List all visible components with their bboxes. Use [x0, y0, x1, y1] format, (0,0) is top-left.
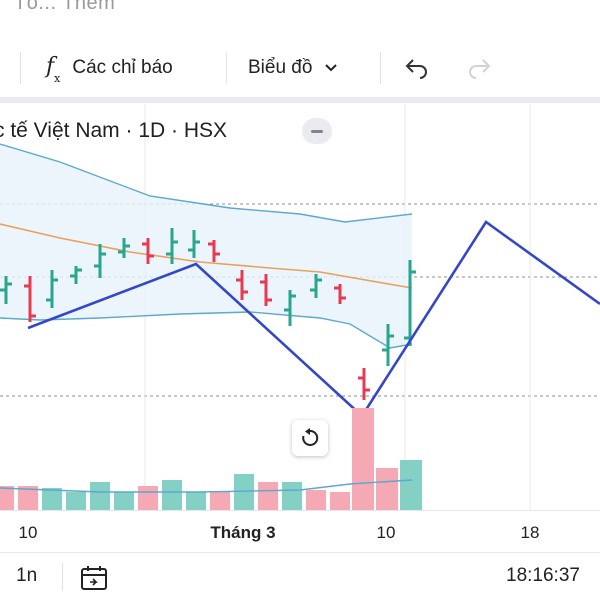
price-chart[interactable] [0, 104, 600, 510]
candle [46, 270, 58, 308]
x-axis: 10 Tháng 3 10 18 [0, 510, 600, 551]
undo-button[interactable] [404, 40, 430, 96]
candle [236, 270, 248, 300]
candle [358, 368, 370, 400]
x-axis-label: 10 [18, 523, 38, 542]
candle [310, 274, 322, 298]
symbol-title: c tế Việt Nam · 1D · HSX [0, 119, 228, 142]
candle [0, 276, 12, 304]
candle [188, 230, 200, 258]
x-axis-label: Tháng 3 [210, 523, 276, 542]
volume-bars [0, 408, 422, 510]
undo-icon [405, 59, 427, 79]
moving-average [0, 223, 413, 289]
clock-time: 18:16:37 [506, 565, 580, 586]
toolbar-divider [380, 52, 381, 84]
candle [70, 266, 82, 284]
candle [118, 238, 130, 258]
x-axis-label: 10 [376, 523, 396, 542]
candle [166, 228, 178, 264]
bollinger-upper [0, 143, 413, 223]
chart-toolbar: fx Các chỉ báo Biểu đồ [0, 40, 600, 96]
candle [208, 240, 220, 262]
chart-type-label: Biểu đồ [248, 57, 313, 78]
redo-icon [469, 59, 491, 79]
candle [404, 260, 416, 346]
chevron-down-icon [324, 60, 338, 76]
chart-type-button[interactable]: Biểu đồ [248, 40, 338, 96]
candle [24, 276, 36, 322]
goto-date-icon[interactable] [80, 565, 108, 591]
fx-icon: fx [46, 54, 61, 85]
bollinger-band-fill [0, 144, 412, 348]
minus-icon [311, 129, 323, 133]
toolbar-divider [20, 52, 21, 84]
candles [0, 228, 416, 400]
indicators-label: Các chỉ báo [72, 57, 173, 78]
candle [382, 324, 394, 366]
candle [142, 238, 154, 264]
x-axis-label: 18 [520, 523, 540, 542]
bottom-divider [62, 563, 63, 591]
reset-chart-button[interactable] [292, 420, 328, 456]
candle [334, 284, 346, 304]
candle [284, 290, 296, 326]
interval-button[interactable]: 1n [16, 565, 38, 586]
toolbar-divider-bar [0, 97, 600, 103]
bottom-bar: 1n 18:16:37 [0, 552, 600, 601]
chart-legend[interactable]: c tế Việt Nam · 1D · HSX [0, 116, 227, 146]
candle [94, 244, 106, 278]
candle [260, 274, 272, 306]
toolbar-divider [226, 52, 227, 84]
top-cut-text: Tổ... Thêm [14, 0, 116, 14]
indicators-button[interactable]: fx Các chỉ báo [46, 40, 173, 96]
collapse-legend-button[interactable] [302, 118, 332, 144]
redo-button[interactable] [466, 40, 492, 96]
refresh-icon [302, 428, 319, 446]
